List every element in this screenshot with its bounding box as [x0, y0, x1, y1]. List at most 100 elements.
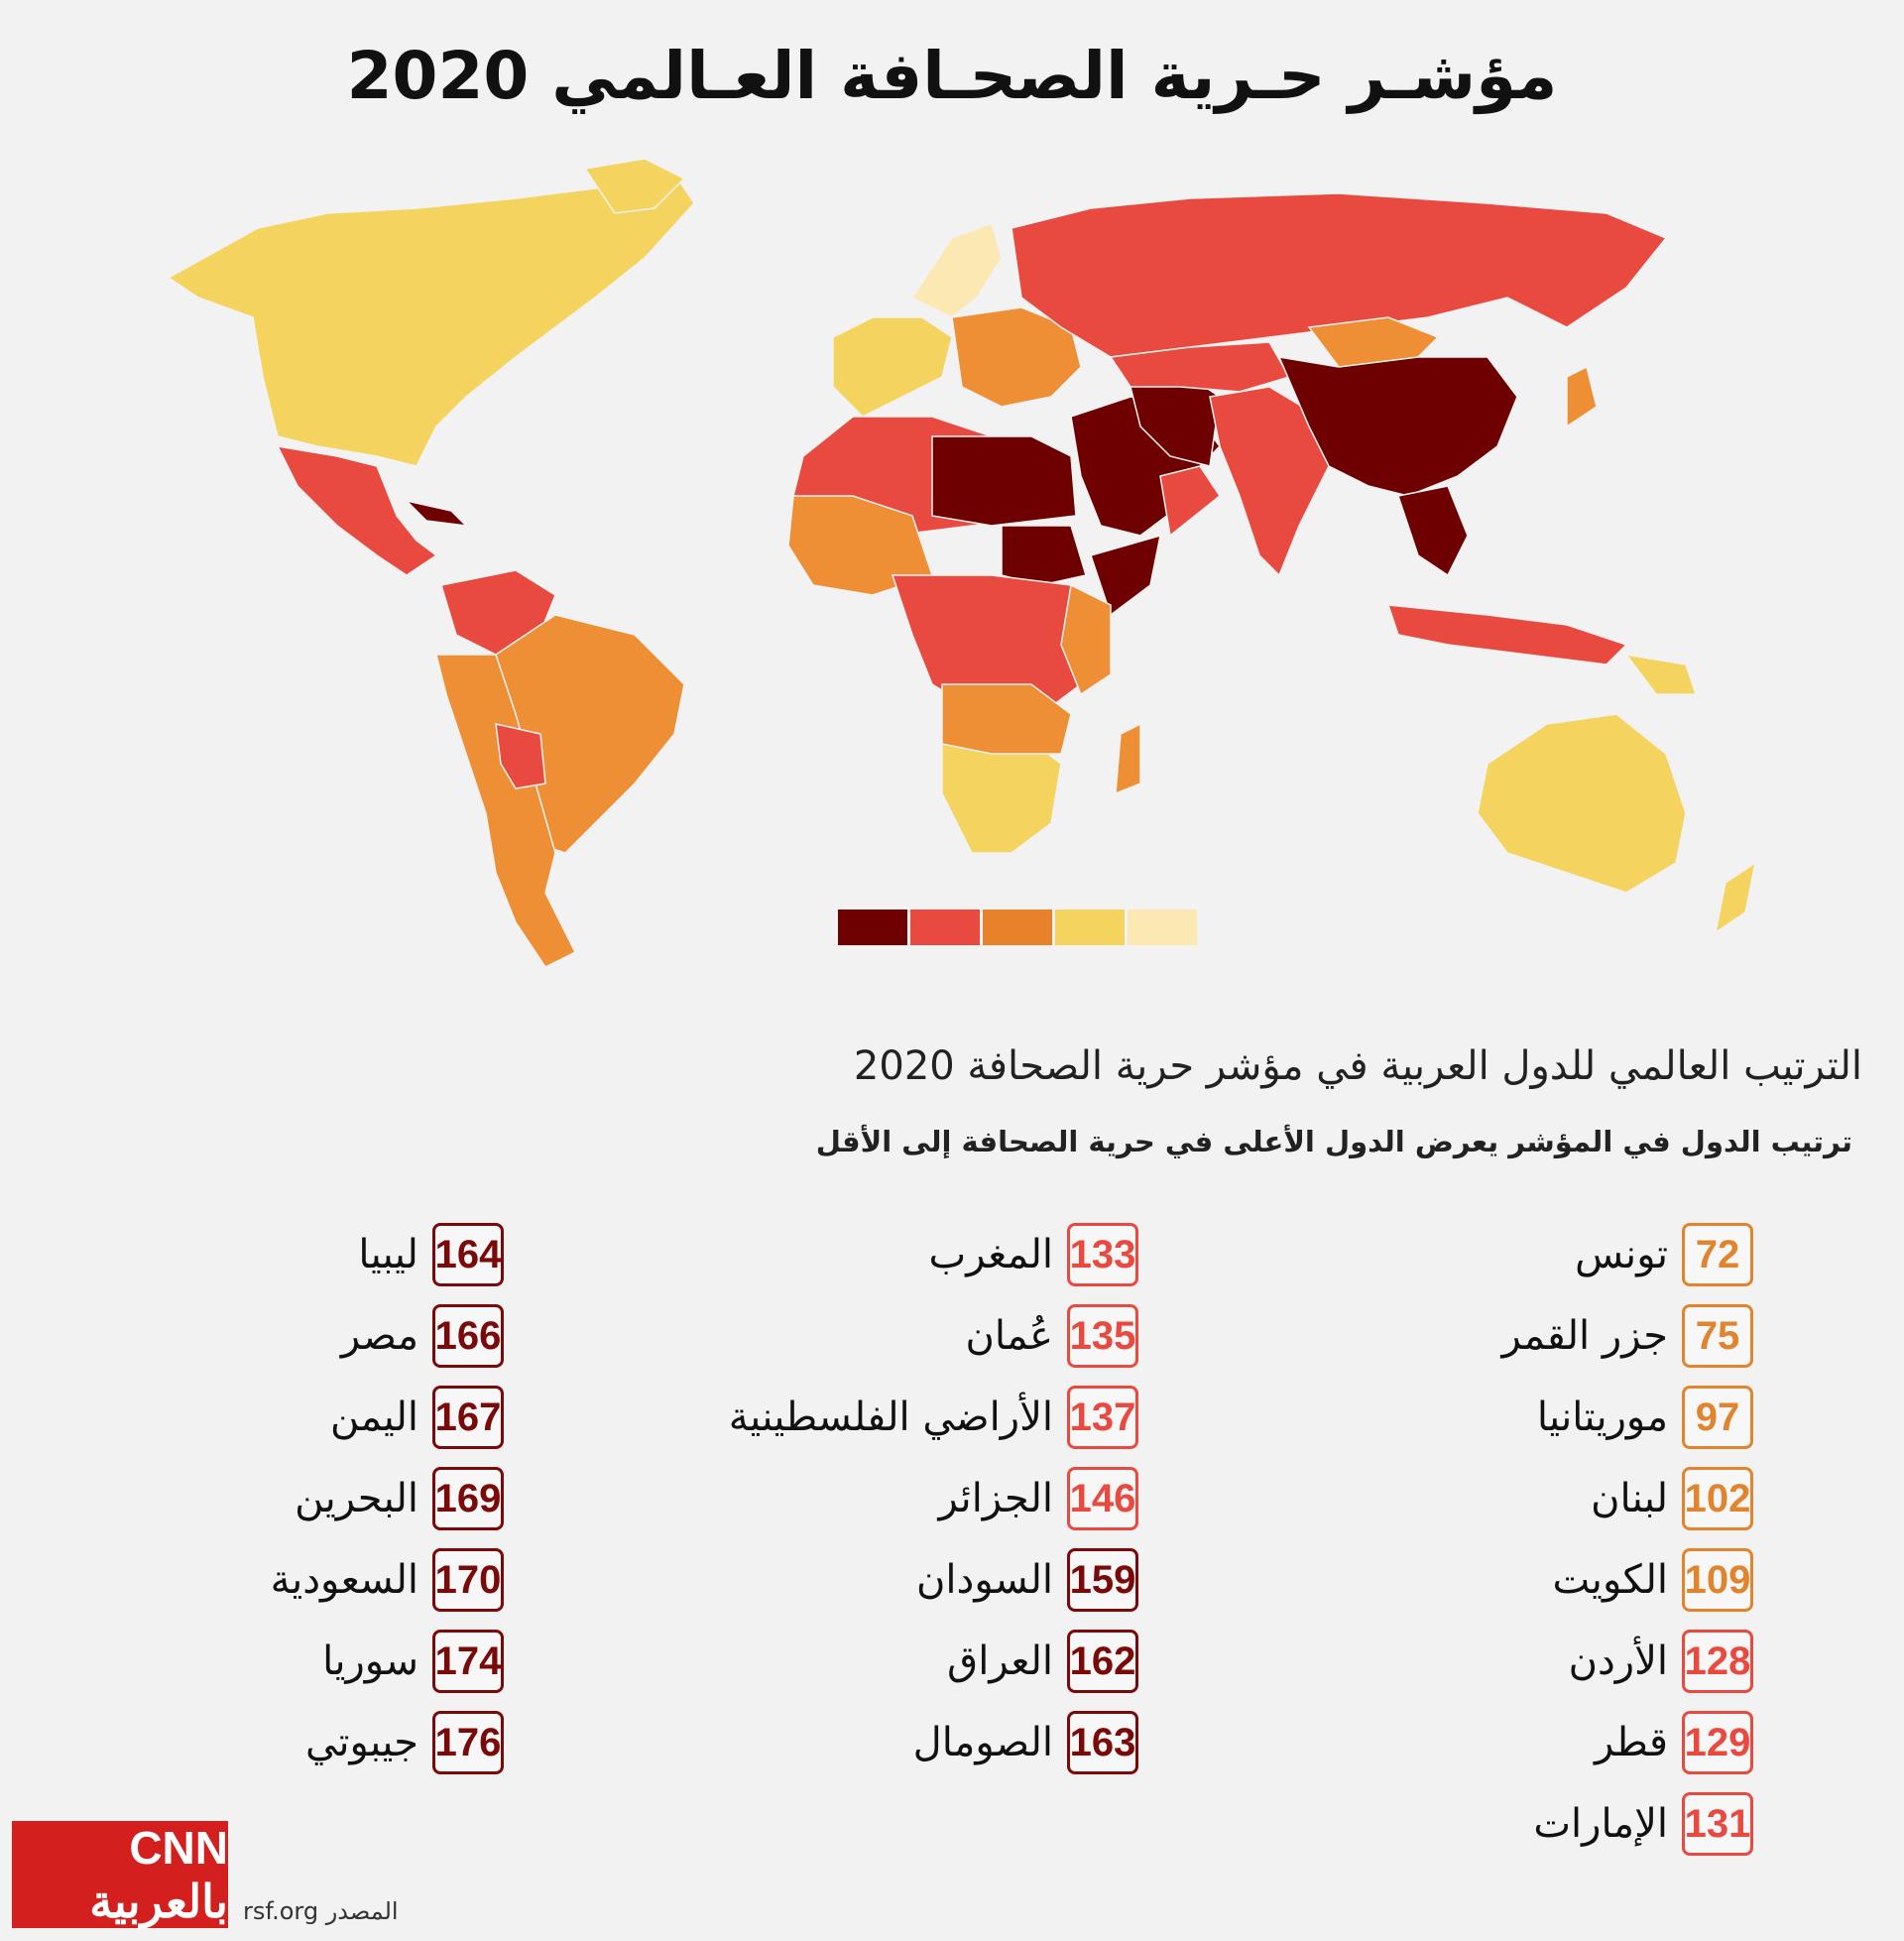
ranking-row: 162 العراق	[516, 1622, 1150, 1701]
eastern-europe	[951, 306, 1082, 408]
ranking-column-2: 133 المغرب 135 عُمان 137 الأراضي الفلسطينية 14…	[516, 1215, 1150, 1784]
country-name: تونس	[1575, 1232, 1668, 1277]
rank-number-box: 176	[432, 1711, 504, 1774]
cnn-arabic-logo: CNN بالعربية	[12, 1821, 228, 1928]
ranking-row: 170 السعودية	[0, 1540, 516, 1620]
country-name: جزر القمر	[1501, 1313, 1668, 1359]
ranking-note: ترتيب الدول في المؤشر يعرض الدول الأعلى …	[815, 1125, 1852, 1158]
scandinavia	[910, 222, 1003, 318]
country-name: البحرين	[295, 1476, 418, 1521]
papua	[1624, 653, 1698, 695]
rank-number-box: 170	[432, 1548, 504, 1612]
rank-number-box: 75	[1682, 1304, 1753, 1368]
ranking-row: 97 موريتانيا	[1130, 1378, 1765, 1457]
page-title: مؤشـر حـرية الصحـافة العـالمي 2020	[346, 38, 1558, 114]
ranking-row: 174 سوريا	[0, 1622, 516, 1701]
southern-cone	[435, 654, 577, 968]
ranking-row: 131 الإمارات	[1130, 1784, 1765, 1864]
rank-number-box: 167	[432, 1386, 504, 1449]
country-name: ليبيا	[358, 1232, 418, 1277]
rank-number-box: 109	[1682, 1548, 1753, 1612]
country-name: لبنان	[1591, 1476, 1668, 1521]
ranking-row: 163 الصومال	[516, 1703, 1150, 1782]
ranking-row: 128 الأردن	[1130, 1622, 1765, 1701]
country-name: قطر	[1594, 1720, 1668, 1765]
russia	[1011, 192, 1668, 358]
mexico	[276, 445, 438, 576]
rank-number-box: 163	[1067, 1711, 1138, 1774]
rank-number-box: 72	[1682, 1223, 1753, 1286]
country-name: الجزائر	[938, 1476, 1053, 1521]
country-name: الصومال	[912, 1720, 1053, 1765]
ranking-row: 102 لبنان	[1130, 1459, 1765, 1538]
bolivia	[495, 723, 546, 789]
ranking-row: 169 البحرين	[0, 1459, 516, 1538]
rank-number-box: 166	[432, 1304, 504, 1368]
country-name: العراق	[947, 1638, 1053, 1684]
country-name: سوريا	[322, 1638, 418, 1684]
ranking-column-1: 72 تونس 75 جزر القمر 97 موريتانيا 102 لبنان 109 ا…	[1130, 1215, 1765, 1866]
east-africa	[1060, 583, 1112, 696]
source-credit: المصدر rsf.org	[243, 1897, 399, 1925]
cuba	[404, 499, 469, 528]
ranking-row: 135 عُمان	[516, 1296, 1150, 1376]
country-name: السعودية	[270, 1557, 418, 1603]
rank-number-box: 162	[1067, 1630, 1138, 1693]
rank-number-box: 135	[1067, 1304, 1138, 1368]
southeast-asia	[1397, 485, 1469, 577]
rank-number-box: 133	[1067, 1223, 1138, 1286]
ranking-row: 109 الكويت	[1130, 1540, 1765, 1620]
india-region	[1209, 386, 1330, 577]
central-asia	[1109, 341, 1291, 393]
japan	[1566, 365, 1598, 428]
rank-number-box: 159	[1067, 1548, 1138, 1612]
ranking-row: 72 تونس	[1130, 1215, 1765, 1294]
rank-number-box: 146	[1067, 1467, 1138, 1530]
madagascar	[1115, 722, 1141, 795]
country-name: المغرب	[928, 1232, 1053, 1277]
country-name: الكويت	[1552, 1557, 1668, 1603]
australia	[1477, 713, 1687, 894]
ranking-row: 133 المغرب	[516, 1215, 1150, 1294]
rank-number-box: 97	[1682, 1386, 1753, 1449]
legend-swatch-very-serious	[838, 910, 907, 945]
rank-number-box: 102	[1682, 1467, 1753, 1530]
china	[1277, 356, 1518, 497]
western-europe	[832, 316, 953, 418]
rank-number-box: 129	[1682, 1711, 1753, 1774]
source-value: rsf.org	[243, 1897, 319, 1925]
libya-egypt	[931, 435, 1077, 527]
north-america	[167, 173, 695, 467]
country-name: عُمان	[965, 1313, 1053, 1359]
central-africa	[891, 574, 1102, 715]
ranking-row: 164 ليبيا	[0, 1215, 516, 1294]
legend-swatch-problematic	[983, 910, 1052, 945]
horn-of-africa	[1090, 534, 1161, 617]
rank-number-box: 131	[1682, 1792, 1753, 1856]
angola-zambia	[941, 683, 1072, 755]
ranking-row: 137 الأراضي الفلسطينية	[516, 1378, 1150, 1457]
country-name: السودان	[916, 1557, 1053, 1603]
sudan	[1001, 525, 1087, 586]
indonesia	[1386, 604, 1628, 666]
mongolia	[1307, 316, 1440, 368]
rank-number-box: 128	[1682, 1630, 1753, 1693]
country-name: جيبوتي	[304, 1720, 418, 1765]
country-name: مصر	[340, 1313, 418, 1359]
rank-number-box: 174	[432, 1630, 504, 1693]
country-name: الإمارات	[1533, 1801, 1668, 1847]
ranking-subtitle: الترتيب العالمي للدول العربية في مؤشر حر…	[853, 1043, 1862, 1089]
legend-swatch-difficult	[910, 910, 980, 945]
oman-yemen	[1159, 465, 1222, 538]
legend-swatch-good	[1128, 910, 1197, 945]
greenland	[583, 158, 686, 214]
country-name: اليمن	[330, 1395, 418, 1440]
ranking-row: 166 مصر	[0, 1296, 516, 1376]
ranking-column-3: 164 ليبيا 166 مصر 167 اليمن 169 البحرين 170 السعو…	[0, 1215, 516, 1784]
legend-swatch-satisfactory	[1055, 910, 1125, 945]
legend	[838, 910, 1197, 945]
country-name: موريتانيا	[1536, 1395, 1668, 1440]
rank-number-box: 164	[432, 1223, 504, 1286]
ranking-row: 176 جيبوتي	[0, 1703, 516, 1782]
rank-number-box: 137	[1067, 1386, 1138, 1449]
